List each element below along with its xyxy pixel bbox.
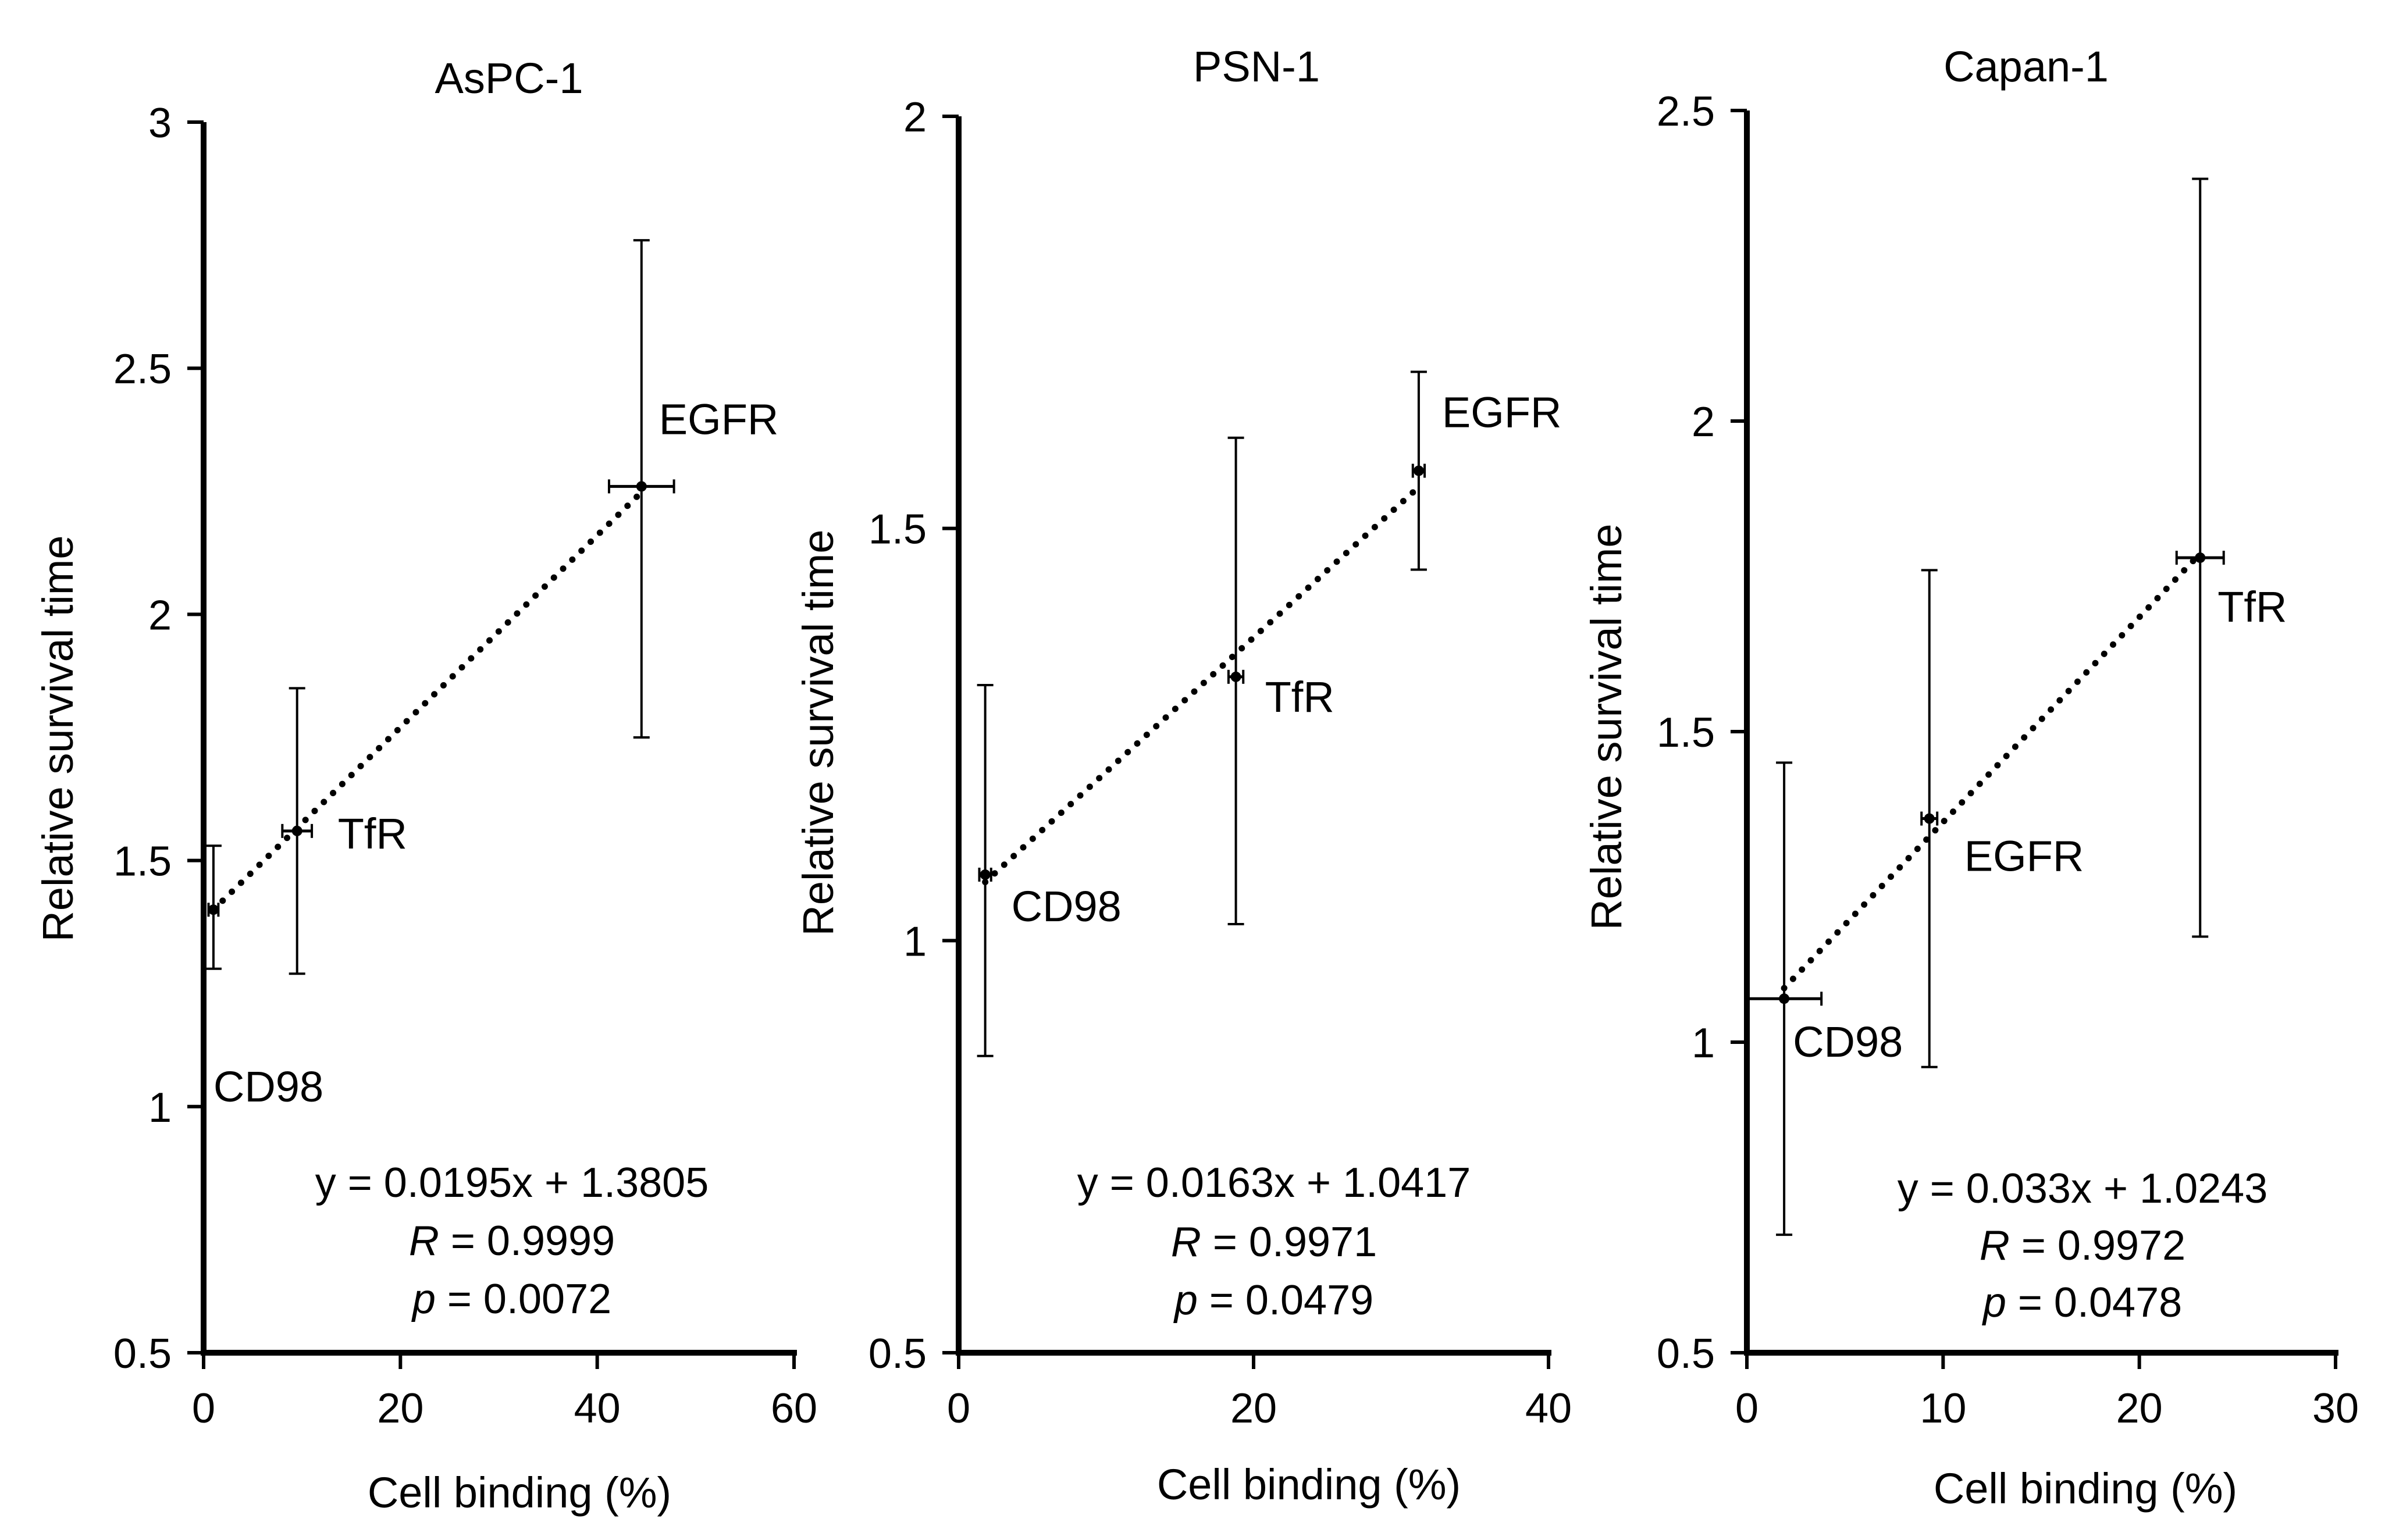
x-tick-label: 0	[192, 1385, 215, 1432]
chart-title: AsPC-1	[435, 54, 583, 102]
x-tick-label: 30	[2312, 1385, 2359, 1432]
equation-label: y = 0.0195x + 1.3805	[315, 1160, 709, 1206]
data-point	[980, 869, 991, 880]
r-value: = 0.9999	[439, 1218, 615, 1264]
p-symbol: p	[411, 1276, 436, 1322]
y-tick-label: 1.5	[113, 839, 172, 885]
x-tick-label: 20	[2116, 1385, 2163, 1432]
r-symbol: R	[1980, 1222, 2010, 1269]
x-tick-label: 10	[1920, 1385, 1966, 1432]
data-point	[1230, 671, 1241, 682]
point-label-egfr: EGFR	[659, 395, 779, 443]
y-tick-label: 0.5	[868, 1331, 927, 1377]
p-value-label: p = 0.0072	[411, 1276, 611, 1322]
y-tick-label: 1	[148, 1085, 172, 1131]
chart-title: Capan-1	[1943, 42, 2109, 91]
x-tick-label: 60	[771, 1385, 817, 1432]
equation-label: y = 0.0163x + 1.0417	[1077, 1160, 1471, 1206]
p-value-label: p = 0.0479	[1173, 1277, 1373, 1324]
y-tick-label: 1	[1692, 1020, 1715, 1067]
y-tick-label: 0.5	[113, 1331, 172, 1377]
r-value: = 0.9972	[2010, 1222, 2185, 1269]
x-axis-label: Cell binding (%)	[1934, 1464, 2237, 1513]
r-value-label: R = 0.9971	[1171, 1219, 1377, 1265]
r-value-label: R = 0.9999	[409, 1218, 615, 1264]
y-tick-label: 1.5	[1657, 710, 1715, 756]
trendline	[1781, 550, 2204, 992]
y-tick-label: 2	[903, 94, 927, 141]
equation-label: y = 0.033x + 1.0243	[1898, 1165, 2268, 1212]
data-point	[1924, 813, 1935, 824]
chart-title: PSN-1	[1193, 42, 1320, 91]
point-label-cd98: CD98	[213, 1063, 323, 1111]
x-axis-label: Cell binding (%)	[368, 1468, 671, 1517]
y-tick-label: 2	[148, 592, 172, 639]
trendline	[982, 483, 1422, 886]
data-point	[2195, 552, 2206, 563]
point-label-egfr: EGFR	[1442, 388, 1562, 436]
point-label-tfr: TfR	[1265, 673, 1334, 721]
panel-capan1: Capan-1 Relative survival time Cell bind…	[1582, 42, 2359, 1513]
y-tick-label: 1	[903, 918, 927, 965]
y-axis-label: Relative survival time	[34, 535, 82, 942]
data-point	[208, 904, 219, 915]
y-tick-label: 2.5	[1657, 88, 1715, 135]
data-point	[1779, 993, 1790, 1004]
point-label-cd98: CD98	[1793, 1018, 1903, 1066]
p-value: = 0.0072	[436, 1276, 611, 1322]
point-label-cd98: CD98	[1012, 882, 1122, 931]
y-tick-label: 2.5	[113, 346, 172, 393]
y-tick-label: 1.5	[868, 507, 927, 553]
trendline	[210, 489, 645, 913]
r-symbol: R	[409, 1218, 439, 1264]
x-tick-label: 40	[574, 1385, 621, 1432]
x-tick-label: 0	[947, 1385, 970, 1432]
x-tick-label: 20	[1230, 1385, 1277, 1432]
x-tick-label: 0	[1735, 1385, 1759, 1432]
r-symbol: R	[1171, 1219, 1201, 1265]
panel-aspc1: AsPC-1 Relative survival time Cell bindi…	[34, 54, 817, 1517]
panel-psn1: PSN-1 Relative survival time Cell bindin…	[794, 42, 1572, 1509]
y-tick-label: 2	[1692, 399, 1715, 445]
y-axis-label: Relative survival time	[794, 529, 842, 936]
y-axis-label: Relative survival time	[1582, 523, 1631, 930]
data-point	[636, 481, 647, 492]
data-point	[1413, 465, 1424, 476]
y-tick-label: 0.5	[1657, 1331, 1715, 1377]
point-label-tfr: TfR	[2217, 583, 2287, 631]
y-tick-label: 3	[148, 100, 172, 147]
p-value-label: p = 0.0478	[1982, 1279, 2182, 1326]
p-value: = 0.0478	[2006, 1279, 2182, 1326]
p-symbol: p	[1173, 1277, 1198, 1324]
p-symbol: p	[1982, 1279, 2006, 1326]
x-tick-label: 20	[377, 1385, 423, 1432]
x-tick-label: 40	[1525, 1385, 1572, 1432]
r-value: = 0.9971	[1201, 1219, 1377, 1265]
p-value: = 0.0479	[1198, 1277, 1373, 1324]
x-axis-label: Cell binding (%)	[1157, 1460, 1461, 1509]
data-point	[291, 825, 302, 836]
point-label-egfr: EGFR	[1964, 832, 2084, 880]
r-value-label: R = 0.9972	[1980, 1222, 2185, 1269]
point-label-tfr: TfR	[338, 810, 407, 858]
